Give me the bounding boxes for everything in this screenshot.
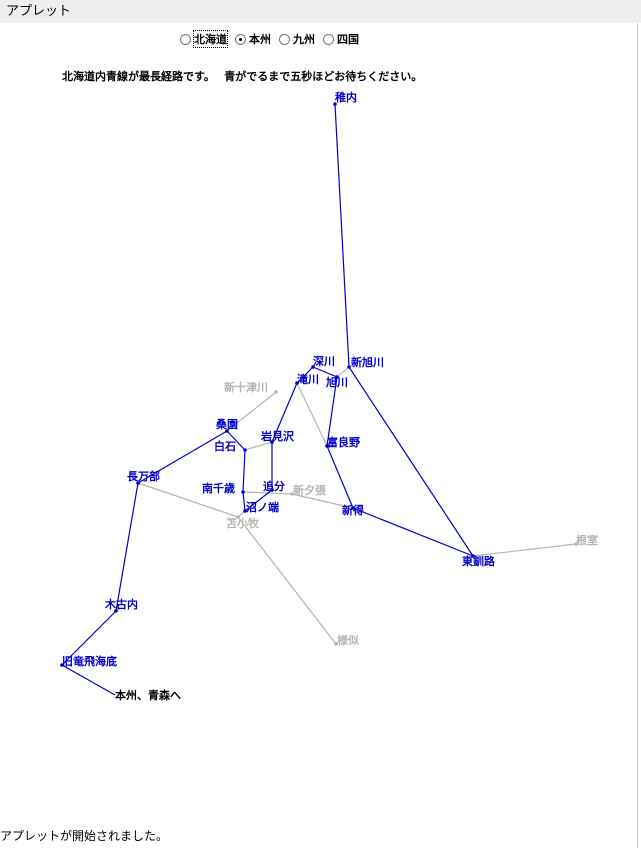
route-line — [242, 449, 246, 493]
route-line — [296, 366, 314, 384]
station-dot-tomakomai — [236, 515, 240, 519]
radio-label: 九州 — [293, 33, 315, 46]
station-label-shintoku: 新得 — [342, 503, 364, 517]
station-dot-furano — [325, 444, 329, 448]
right-border — [637, 23, 638, 848]
station-label-asahikawa: 旭川 — [325, 375, 348, 389]
status-bar: アプレットが開始されました。 — [0, 829, 169, 843]
radio-circle[interactable] — [180, 33, 191, 45]
radio-hokkaido[interactable]: 北海道 — [180, 30, 228, 48]
route-line — [326, 445, 354, 509]
region-radio-group: 北海道 本州 九州 四国 — [180, 30, 359, 48]
route-line — [137, 430, 228, 484]
radio-honshu[interactable]: 本州 — [235, 31, 271, 47]
station-dot-kikonai — [114, 609, 118, 613]
radio-circle[interactable] — [323, 33, 334, 45]
station-label-iwamizawa: 岩見沢 — [260, 429, 295, 443]
route-line — [352, 507, 474, 557]
station-dot-asahikawa — [335, 375, 339, 379]
route-line — [312, 366, 338, 378]
station-dot-shinasahikawa — [347, 365, 351, 369]
branch-line — [472, 543, 577, 557]
radio-circle[interactable] — [235, 33, 246, 45]
station-label-shiroishi: 白石 — [214, 439, 236, 453]
station-label-fukagawa: 深川 — [313, 354, 335, 368]
station-dot-numanohata — [243, 509, 247, 513]
station-dot-minamichitose — [241, 490, 245, 494]
branch-line — [137, 482, 239, 518]
station-dot-nemuro — [574, 542, 578, 546]
station-label-shinasahikawa: 新旭川 — [351, 355, 384, 369]
station-label-oshamambe: 長万部 — [127, 469, 160, 483]
route-line — [61, 610, 117, 666]
branch-line — [291, 493, 354, 509]
station-label-honshu: 本州、青森へ — [115, 688, 181, 702]
station-label-wakkanai: 稚内 — [335, 90, 357, 104]
station-dot-oiwake — [270, 488, 274, 492]
station-label-minamichitose: 南千歳 — [202, 481, 235, 495]
station-dot-samani — [334, 642, 338, 646]
branch-line — [237, 516, 337, 645]
branch-line — [336, 366, 350, 378]
station-dot-tappi — [60, 663, 64, 667]
instruction-message: 北海道内青線が最長経路です。 青がでるまで五秒ほどお待ちください。 — [62, 70, 423, 83]
window-title: アプレット — [6, 4, 72, 19]
route-line — [61, 664, 116, 696]
route-line — [226, 430, 246, 451]
station-label-tappi: 旧竜飛海底 — [62, 654, 117, 668]
radio-kyushu[interactable]: 九州 — [279, 31, 315, 47]
station-label-samani: 様似 — [337, 633, 359, 647]
station-label-soen: 桑園 — [215, 418, 238, 431]
station-label-numanohata: 沼ノ端 — [246, 500, 279, 514]
station-label-tomakomai: 苫小牧 — [226, 516, 260, 530]
applet-title-bar: アプレット — [0, 0, 641, 23]
route-line — [326, 376, 338, 447]
station-label-kikonai: 木古内 — [104, 597, 138, 611]
station-dot-shinyubari — [290, 492, 294, 496]
route-line — [348, 366, 474, 557]
station-dot-wakkanai — [333, 102, 337, 106]
station-dot-higashikushiro — [471, 554, 475, 558]
station-dot-shiroishi — [243, 448, 247, 452]
branch-line — [226, 391, 277, 432]
radio-label: 四国 — [337, 33, 359, 46]
station-dot-soen — [225, 429, 229, 433]
radio-label: 本州 — [249, 33, 271, 46]
station-label-oiwake: 追分 — [263, 479, 285, 493]
route-line — [271, 382, 298, 443]
radio-circle[interactable] — [279, 33, 290, 45]
station-label-higashikushiro: 東釧路 — [462, 554, 496, 568]
route-line — [115, 482, 139, 612]
route-line — [242, 491, 246, 512]
station-dot-shintoku — [351, 506, 355, 510]
branch-line — [296, 382, 328, 447]
radio-shikoku[interactable]: 四国 — [323, 31, 359, 47]
station-dot-oshamambe — [136, 481, 140, 485]
radio-label: 北海道 — [193, 30, 228, 48]
station-dot-fukagawa — [311, 365, 315, 369]
station-dot-iwamizawa — [270, 440, 274, 444]
station-dot-takikawa — [295, 381, 299, 385]
station-label-shinyubari: 新夕張 — [293, 483, 327, 497]
station-dot-shintotsukawa — [274, 390, 278, 394]
station-label-shintotsukawa: 新十津川 — [224, 380, 268, 394]
route-line — [244, 489, 273, 512]
station-label-nemuro: 根室 — [576, 533, 598, 547]
station-label-furano: 富良野 — [327, 435, 360, 449]
branch-line — [244, 441, 273, 451]
station-label-takikawa: 滝川 — [297, 372, 319, 386]
route-line — [334, 103, 350, 368]
